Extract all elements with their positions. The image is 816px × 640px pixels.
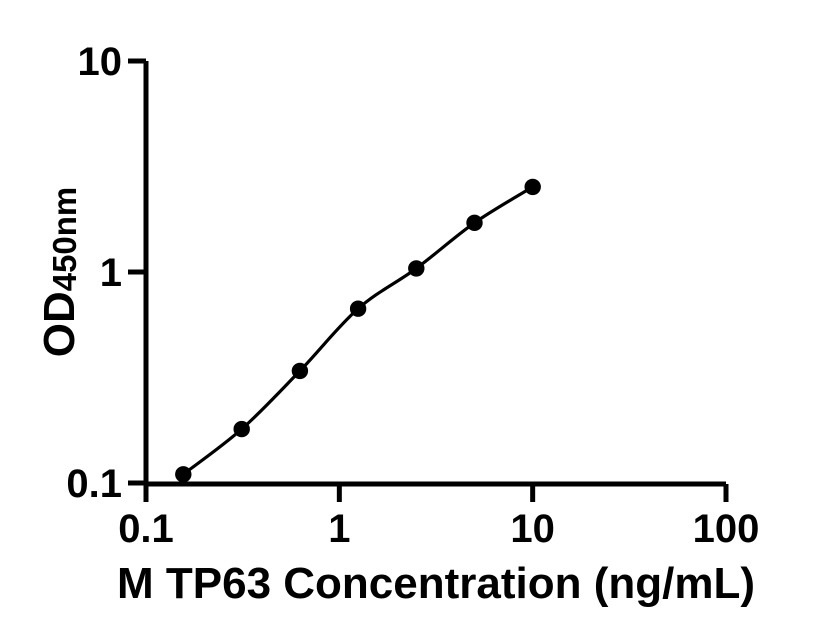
x-tick-label: 10 [510,507,555,551]
x-tick-label: 1 [328,507,350,551]
y-axis-title-main: OD [35,291,84,357]
data-point-marker [466,214,483,231]
data-point-marker [349,300,367,317]
axis-frame [143,61,726,487]
y-tick-label: 10 [78,40,123,84]
x-tick-label: 0.1 [118,507,174,551]
x-axis-title: M TP63 Concentration (ng/mL) [117,559,755,608]
y-axis-title-subscript: 450nm [46,187,83,292]
data-point-marker [524,178,541,196]
data-points [175,178,541,483]
data-point-marker [175,466,192,483]
axis-labels: 0.1 1 10 0.1 1 10 100 M TP63 Concentration (ng/… [35,40,759,608]
data-point-marker [408,260,425,277]
data-point-marker [233,420,250,438]
y-axis-title: OD450nm [35,187,84,358]
x-tick-label: 100 [693,507,760,551]
y-tick-label: 1 [100,251,122,295]
y-tick-label: 0.1 [66,462,122,506]
data-point-marker [291,362,309,380]
axes [128,58,729,502]
